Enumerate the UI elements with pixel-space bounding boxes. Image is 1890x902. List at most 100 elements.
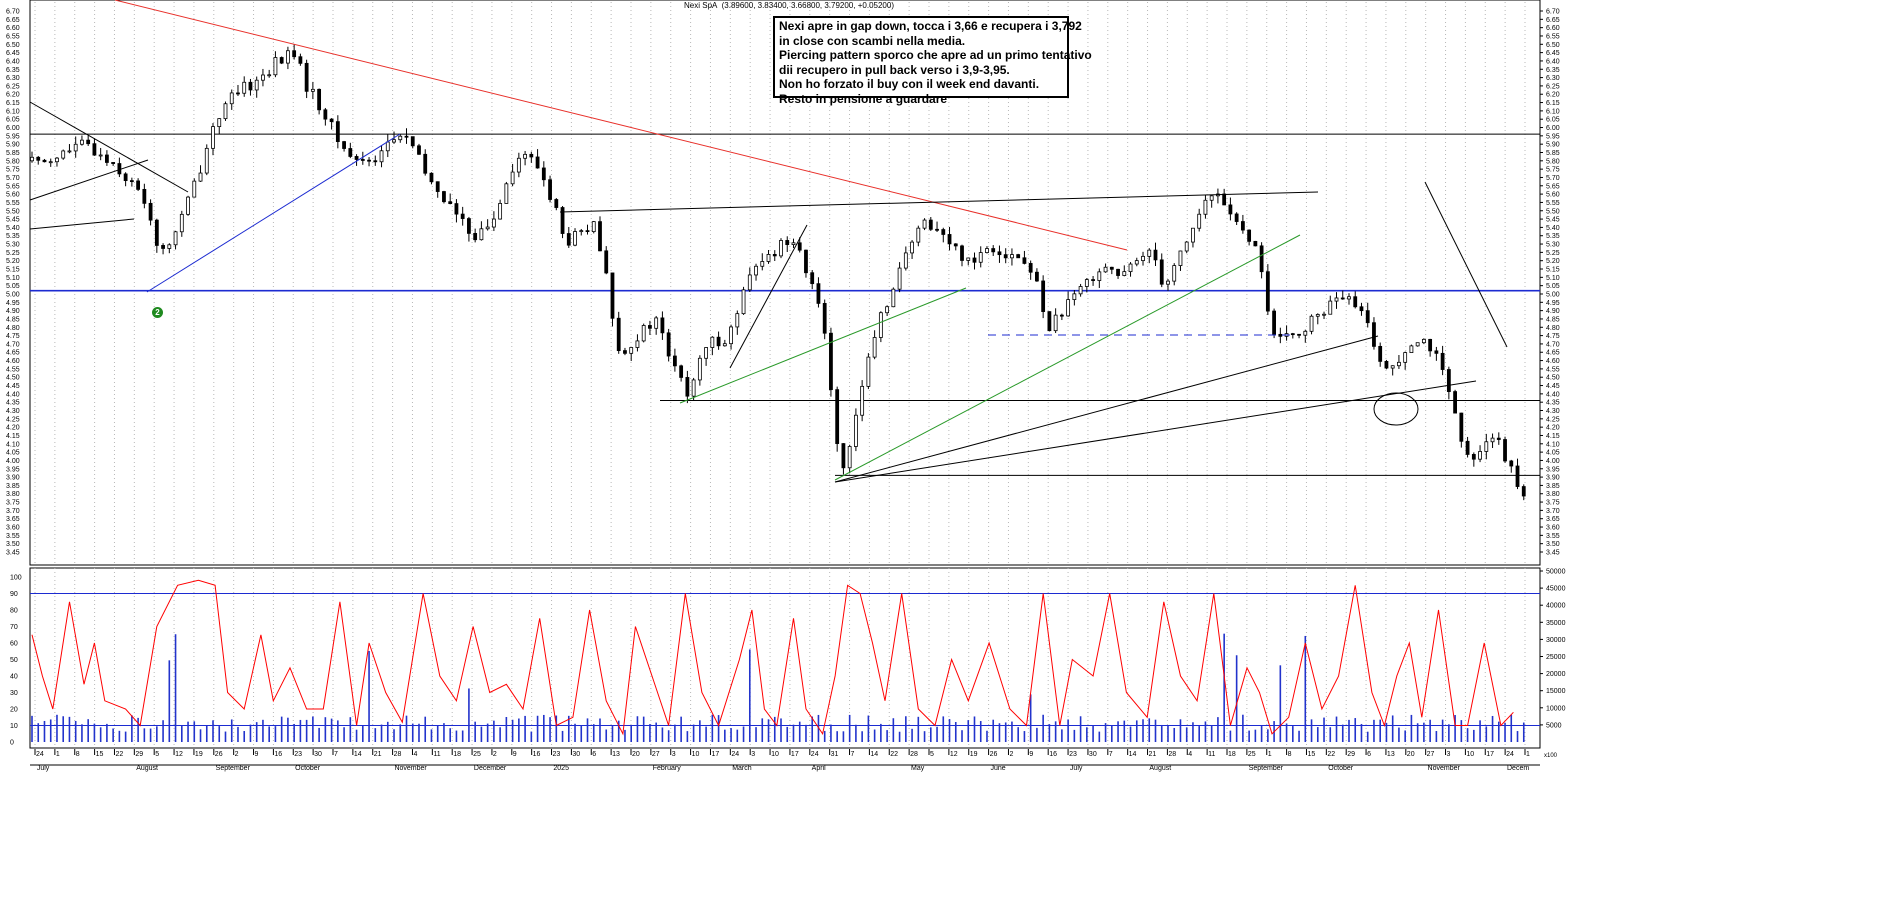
volume-bar <box>1154 719 1157 742</box>
candle-body <box>666 332 671 357</box>
volume-bar <box>1335 716 1338 742</box>
date-tick-label: 24 <box>36 751 44 758</box>
candle-body <box>111 162 116 164</box>
volume-bar <box>368 650 370 742</box>
price-tick-label-right: 3.60 <box>1546 525 1560 532</box>
volume-bar <box>1185 727 1188 742</box>
candle-body <box>217 118 222 128</box>
date-tick-label: 6 <box>1367 751 1371 758</box>
volume-bar <box>649 724 651 742</box>
price-tick-label-left: 5.05 <box>6 283 20 290</box>
volume-bar <box>1479 720 1481 742</box>
date-tick-label: 16 <box>274 751 282 758</box>
symbol-label: Nexi SpA <box>684 1 718 10</box>
volume-bar <box>399 724 402 742</box>
candle-body <box>835 389 840 444</box>
candle-body <box>785 240 790 245</box>
candle-body <box>1378 345 1383 362</box>
candle-body <box>179 213 184 233</box>
date-tick-label: 18 <box>1228 751 1236 758</box>
date-tick-label: 24 <box>811 751 819 758</box>
price-tick-label-left: 4.35 <box>6 400 20 407</box>
price-tick-label-right: 5.70 <box>1546 175 1560 182</box>
volume-bar <box>561 730 564 742</box>
price-tick-label-right: 3.85 <box>1546 483 1560 490</box>
price-tick-label-right: 6.60 <box>1546 25 1560 32</box>
month-label: May <box>911 765 925 772</box>
candle-body <box>729 326 733 345</box>
candle-body <box>392 139 396 143</box>
date-tick-label: 14 <box>354 751 362 758</box>
candle-body <box>30 156 34 162</box>
price-tick-label-left: 5.45 <box>6 217 20 224</box>
volume-bar <box>543 714 545 742</box>
volume-bar <box>1061 729 1063 742</box>
candle-body <box>760 261 765 267</box>
price-tick-label-right: 3.70 <box>1546 508 1560 515</box>
volume-bar <box>212 720 214 742</box>
candle-body <box>417 145 421 155</box>
price-tick-label-left: 4.85 <box>6 316 20 323</box>
volume-bar <box>187 721 189 742</box>
candle-body <box>317 88 322 111</box>
price-tick-label-left: 6.10 <box>6 108 20 115</box>
candle-body <box>754 265 758 276</box>
candle-body <box>136 180 141 190</box>
candle-body <box>98 154 103 157</box>
volume-bar <box>511 719 514 742</box>
volume-bar <box>1341 724 1344 742</box>
volume-bar <box>892 718 895 742</box>
volume-bar <box>74 720 77 742</box>
volume-bar <box>1267 729 1269 742</box>
volume-bar <box>181 725 183 742</box>
candle-body <box>1303 330 1308 336</box>
price-tick-label-left: 6.35 <box>6 67 20 74</box>
volume-bar <box>524 715 526 742</box>
volume-bar <box>224 731 227 742</box>
volume-bar <box>1235 655 1238 742</box>
candle-body <box>36 156 41 161</box>
volume-bar <box>312 716 314 742</box>
volume-bar <box>418 723 420 742</box>
candle-body <box>105 154 109 163</box>
candle-body <box>142 188 147 204</box>
volume-bar <box>393 729 395 742</box>
month-label: June <box>990 765 1005 772</box>
price-tick-label-left: 6.50 <box>6 42 20 49</box>
volume-bar <box>1054 721 1057 742</box>
volume-bar <box>655 722 657 742</box>
price-tick-label-right: 3.55 <box>1546 533 1560 540</box>
date-tick-label: 27 <box>652 751 660 758</box>
candle-body <box>1003 254 1008 259</box>
candle-body <box>498 203 503 220</box>
price-tick-label-right: 4.55 <box>1546 366 1560 373</box>
volume-bar <box>1285 723 1288 742</box>
date-tick-label: 15 <box>96 751 104 758</box>
price-tick-label-left: 4.05 <box>6 450 20 457</box>
candle-body <box>1234 213 1239 222</box>
candle-body <box>960 245 964 261</box>
price-tick-label-right: 5.25 <box>1546 250 1560 257</box>
volume-bar <box>1454 715 1456 742</box>
volume-bar <box>961 730 963 742</box>
volume-bar <box>424 716 427 742</box>
candle-body <box>529 153 534 158</box>
date-tick-label: 2 <box>493 751 497 758</box>
price-tick-label-right: 6.70 <box>1546 9 1560 16</box>
candle-body <box>735 313 740 328</box>
volume-bar <box>518 718 520 742</box>
candle-body <box>903 252 908 269</box>
candle-body <box>1109 266 1114 270</box>
volume-bar <box>486 723 489 742</box>
price-tick-label-right: 4.20 <box>1546 425 1560 432</box>
downtrend-line <box>29 101 189 193</box>
volume-bar <box>1042 714 1044 742</box>
candle-body <box>73 143 78 152</box>
date-tick-label: 1 <box>56 751 60 758</box>
volume-bar <box>287 717 289 742</box>
candle-body <box>467 218 471 234</box>
volume-bar <box>605 729 608 742</box>
price-tick-label-left: 4.30 <box>6 408 20 415</box>
candle-body <box>1016 254 1021 259</box>
volume-bar <box>149 728 152 742</box>
